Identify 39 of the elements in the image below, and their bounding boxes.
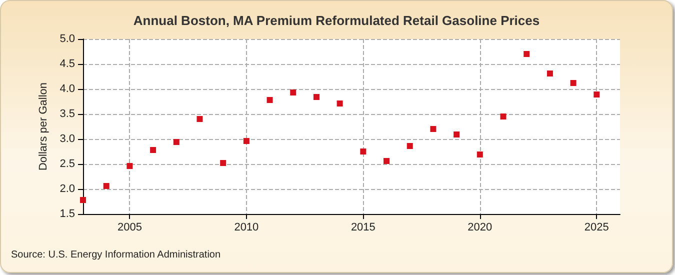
point [384, 158, 390, 164]
point [594, 92, 600, 98]
y-tick-label: 1.5 [60, 208, 75, 220]
point [290, 90, 296, 96]
y-tick-label: 3.0 [60, 133, 75, 145]
point [406, 143, 413, 149]
point [80, 197, 86, 203]
point [476, 152, 483, 158]
y-axis-title: Dollars per Gallon [37, 82, 50, 171]
point [546, 70, 553, 76]
point [524, 51, 530, 57]
point [500, 114, 506, 120]
y-tick-label: 3.5 [60, 108, 75, 120]
point [243, 138, 250, 144]
y-tick-label: 2.5 [60, 158, 75, 170]
point [220, 160, 226, 166]
x-tick-label: 2005 [117, 222, 142, 234]
y-tick-label: 2.0 [60, 183, 75, 195]
x-tick-label: 2020 [468, 222, 492, 234]
y-tick-label: 5.0 [60, 33, 75, 45]
x-tick-label: 2015 [350, 222, 376, 234]
x-tick-label: 2010 [234, 222, 259, 234]
point [126, 163, 133, 169]
point [430, 126, 436, 132]
x-tick-label: 2025 [584, 222, 609, 234]
point [103, 183, 110, 189]
y-tick-label: 4.0 [60, 83, 75, 95]
point [150, 147, 156, 153]
chart-title: Annual Boston, MA Premium Reformulated Retail Gasoline Prices [133, 13, 540, 28]
point [570, 80, 576, 86]
point [173, 139, 180, 145]
source-note: Source: U.S. Energy Information Administration [11, 250, 221, 260]
point [360, 148, 366, 154]
point [336, 100, 343, 106]
point [196, 116, 203, 122]
y-tick-label: 4.5 [60, 58, 75, 70]
point [266, 97, 273, 103]
point [313, 94, 320, 100]
point [454, 132, 460, 138]
